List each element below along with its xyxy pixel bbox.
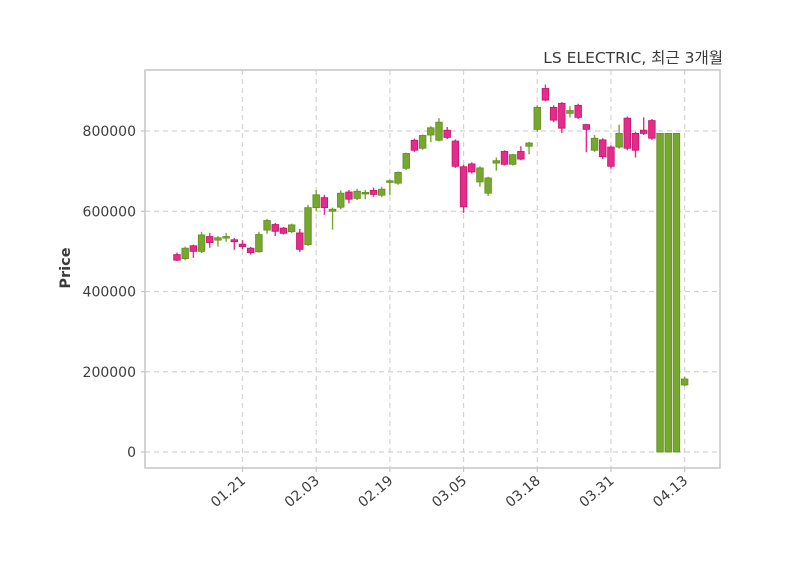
candle-body (549, 106, 558, 121)
candle-body (525, 142, 533, 147)
candle-body (566, 110, 574, 114)
candle-body (459, 166, 468, 208)
y-tick-label: 400000 (83, 285, 136, 301)
x-tick-label: 03.05 (429, 473, 470, 511)
candle-body (402, 153, 410, 169)
candle-body (418, 135, 427, 149)
candle-body (508, 154, 517, 165)
candle-body (320, 197, 329, 209)
x-tick-label: 04.13 (650, 473, 691, 511)
candle-body (500, 151, 509, 165)
x-tick-label: 03.18 (503, 473, 544, 511)
candle-body (517, 151, 525, 160)
candle-body (672, 133, 681, 453)
candle-body (304, 207, 312, 245)
candle-body (312, 194, 320, 209)
candle-body (615, 133, 623, 148)
candle-body (328, 208, 337, 212)
x-tick-label: 01.21 (208, 473, 249, 511)
candle-body (574, 104, 582, 118)
candle-body (222, 236, 230, 239)
candle-body (451, 140, 460, 167)
candle-body (476, 167, 484, 183)
y-tick-label: 0 (127, 445, 136, 461)
candle-body (246, 247, 255, 253)
y-tick-label: 200000 (83, 365, 136, 381)
candle-body (377, 188, 386, 196)
candle-body (623, 117, 632, 149)
candle-body (533, 106, 541, 130)
candle-body (369, 189, 378, 195)
candle-body (558, 102, 566, 129)
candle-body (599, 139, 607, 158)
candle-body (263, 220, 271, 231)
candle-body (656, 133, 664, 453)
candle-body (468, 163, 476, 173)
candle-body (607, 146, 615, 167)
candle-body (173, 254, 181, 261)
candle-body (238, 243, 247, 247)
candle-body (287, 224, 296, 233)
candle-body (492, 160, 501, 164)
candle-body (353, 190, 361, 199)
candle-body (279, 227, 288, 234)
x-tick-label: 02.03 (282, 473, 323, 511)
candle-body (206, 236, 214, 243)
candle-body (631, 133, 640, 151)
candle-body (590, 137, 599, 151)
y-tick-label: 600000 (83, 204, 136, 220)
candle-body (181, 247, 189, 259)
candle-body (664, 133, 672, 453)
candle-body (230, 239, 239, 243)
candle-body (271, 224, 279, 232)
candle-body (361, 191, 370, 195)
candle-body (435, 121, 443, 141)
plot-frame (144, 69, 721, 469)
candle-body (337, 192, 345, 208)
candle-body (582, 124, 591, 130)
candle-body (484, 177, 492, 194)
candle-body (410, 139, 419, 151)
candle-body (394, 171, 402, 184)
candle-body (680, 378, 689, 386)
candle-body (648, 120, 656, 139)
candle-body (541, 88, 550, 101)
x-tick-label: 03.31 (577, 473, 618, 511)
candle-body (197, 234, 206, 252)
candle-body (189, 245, 198, 252)
candle-body (255, 234, 263, 253)
candle-body (345, 191, 353, 200)
candle-body (386, 180, 394, 183)
x-tick-label: 02.19 (355, 473, 396, 511)
chart-title: LS ELECTRIC, 최근 3개월 (543, 49, 723, 67)
candle-body (214, 237, 222, 241)
candle-body (427, 127, 435, 136)
candle-body (296, 232, 304, 250)
candle-body (443, 129, 451, 138)
y-tick-label: 800000 (83, 124, 136, 140)
candle-body (639, 129, 648, 134)
